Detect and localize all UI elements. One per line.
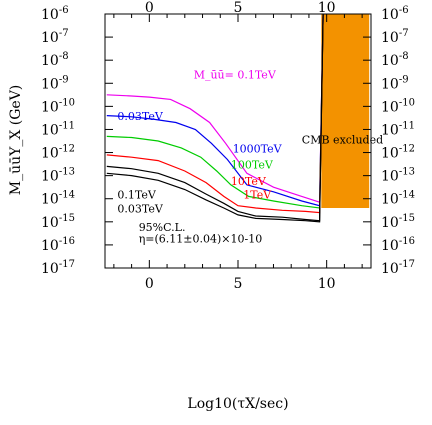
y-tick-label: 10-13 [41,167,75,185]
annotation-9: η=(6.11±0.04)×10-10 [139,233,263,246]
x-tick-label: 5 [234,276,243,292]
y-tick-label: 10-15 [41,213,75,231]
y-right-tick-label: 10-9 [381,74,409,92]
annotation-2: 1000TeV [233,143,283,156]
y-right-tick-label: 10-15 [381,213,415,231]
annotation-7: 0.03TeV [117,203,163,216]
y-axis-label: M_ūūY_X (GeV) [8,85,24,196]
annotation-1: 0.03TeV [117,110,163,123]
y-right-tick-label: 10-16 [381,236,415,254]
y-right-tick-label: 10-8 [381,51,409,69]
annotation-3: 100TeV [231,159,274,172]
annotation-10: CMB excluded [302,133,383,146]
y-tick-label: 10-14 [41,190,75,208]
y-right-tick-label: 10-17 [381,259,415,277]
y-tick-label: 10-9 [41,74,69,92]
y-right-tick-label: 10-11 [381,120,415,138]
cmb-excluded-region [287,14,370,208]
y-tick-label: 10-11 [41,120,75,138]
series-line-3 [106,14,324,214]
y-tick-label: 10-17 [41,259,75,277]
x-tick-label: 10 [318,276,336,292]
y-right-tick-label: 10-14 [381,190,415,208]
annotation-0: M_ūū= 0.1TeV [194,69,277,82]
series-line-0 [106,14,324,204]
x-top-tick-label: 0 [145,0,154,16]
y-right-tick-label: 10-10 [381,97,415,115]
x-axis-label: Log10(τX/sec) [187,396,288,412]
y-right-tick-label: 10-7 [381,28,409,46]
y-tick-label: 10-16 [41,236,75,254]
y-right-tick-label: 10-13 [381,167,415,185]
x-top-tick-label: 10 [318,0,336,16]
y-right-tick-label: 10-6 [381,5,409,23]
series-line-5 [106,14,324,223]
y-right-tick-label: 10-12 [381,144,415,162]
y-tick-label: 10-7 [41,28,69,46]
series-line-2 [106,14,324,209]
series-line-4 [106,14,324,222]
annotation-8: 95%C.L. [139,221,186,234]
annotation-6: 0.1TeV [117,189,156,202]
y-tick-label: 10-8 [41,51,69,69]
annotation-5: 1TeV [243,189,272,202]
y-tick-label: 10-10 [41,97,75,115]
series-line-1 [106,14,324,207]
annotation-4: 10TeV [231,175,267,188]
x-top-tick-label: 5 [234,0,243,16]
x-tick-label: 0 [145,276,154,292]
y-tick-label: 10-12 [41,144,75,162]
y-tick-label: 10-6 [41,5,69,23]
